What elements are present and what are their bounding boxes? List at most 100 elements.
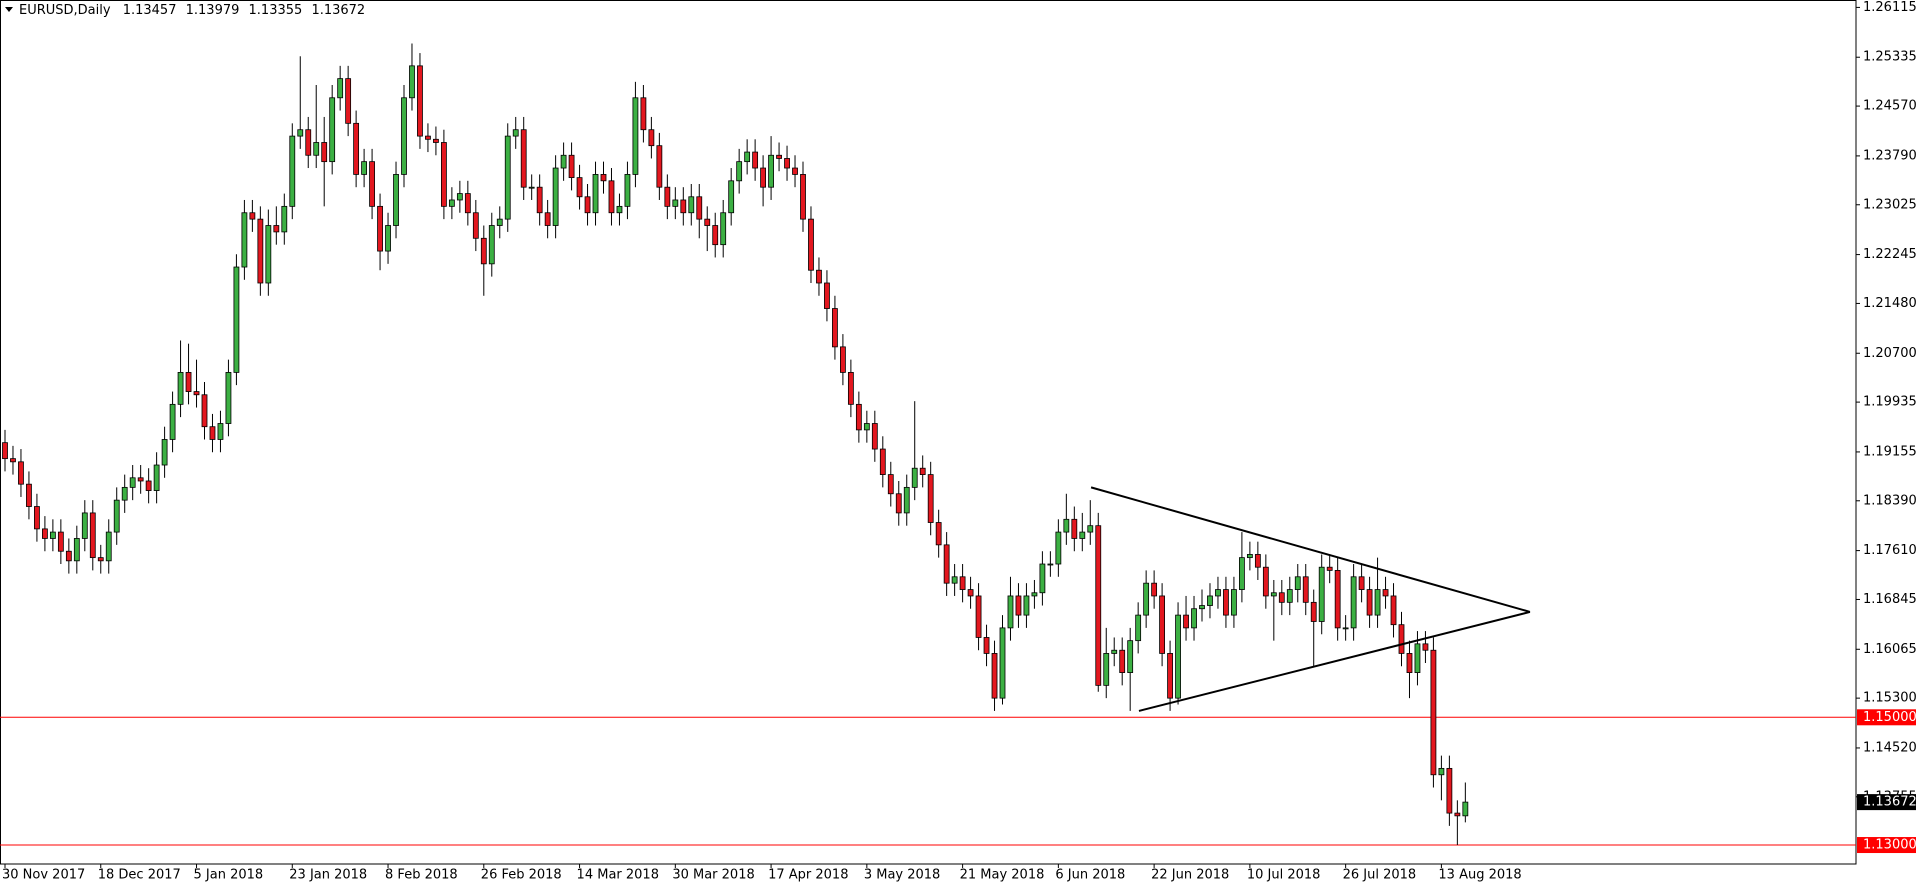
bear-candle xyxy=(991,653,998,699)
bear-candle xyxy=(832,308,838,348)
bull-candle xyxy=(1079,531,1086,539)
y-tick-label: 1.20700 xyxy=(1863,346,1916,361)
bull-candle xyxy=(488,225,495,265)
bull-candle xyxy=(1374,589,1381,616)
bear-candle xyxy=(824,282,830,309)
bear-candle xyxy=(704,218,711,226)
y-tick-label: 1.17610 xyxy=(1863,543,1916,558)
bear-candle xyxy=(273,225,280,233)
bull-candle xyxy=(504,135,511,220)
bear-candle xyxy=(201,394,208,428)
bear-candle xyxy=(680,199,687,214)
bull-candle xyxy=(385,225,391,252)
bear-candle xyxy=(712,225,719,246)
bull-candle xyxy=(1199,605,1205,610)
bear-candle xyxy=(808,218,814,271)
y-tick-label: 1.16065 xyxy=(1863,642,1916,657)
last-price-box xyxy=(1857,794,1916,811)
bull-candle xyxy=(329,97,336,163)
x-tick-label: 5 Jan 2018 xyxy=(194,868,264,883)
bear-candle xyxy=(89,512,96,559)
bull-candle xyxy=(1191,608,1197,629)
bull-candle xyxy=(1135,614,1142,642)
x-tick-label: 21 May 2018 xyxy=(960,868,1045,883)
bull-candle xyxy=(241,212,248,268)
bear-candle xyxy=(584,196,591,214)
bear-candle xyxy=(879,448,886,475)
bull-candle xyxy=(105,531,112,562)
bull-candle xyxy=(496,218,503,226)
bear-candle xyxy=(42,528,48,539)
bear-candle xyxy=(377,205,383,252)
bear-candle xyxy=(193,391,200,396)
bear-candle xyxy=(664,186,671,207)
bull-candle xyxy=(225,372,232,424)
y-tick-label: 1.25335 xyxy=(1863,50,1916,65)
bull-candle xyxy=(624,174,631,207)
bull-candle xyxy=(951,576,958,584)
plot-area xyxy=(0,43,1856,846)
bull-candle xyxy=(1286,589,1293,603)
bear-candle xyxy=(1167,653,1173,699)
bull-candle xyxy=(672,199,679,207)
bear-candle xyxy=(895,493,902,514)
bull-candle xyxy=(1111,649,1118,654)
x-tick-label: 26 Feb 2018 xyxy=(481,868,562,883)
bear-candle xyxy=(2,442,8,460)
symbol: EURUSD,Daily xyxy=(19,3,111,18)
bull-candle xyxy=(1063,518,1070,533)
bull-candle xyxy=(999,627,1006,699)
bull-candle xyxy=(1031,592,1038,597)
bull-candle xyxy=(1438,767,1445,776)
bull-candle xyxy=(1239,557,1245,590)
bear-candle xyxy=(321,142,328,163)
bear-candle xyxy=(975,595,982,638)
x-tick-label: 17 Apr 2018 xyxy=(768,868,848,883)
level-label: 1.13000 xyxy=(1863,838,1916,853)
bear-candle xyxy=(440,142,447,207)
bear-candle xyxy=(305,129,312,156)
bear-candle xyxy=(1334,570,1341,629)
y-tick-label: 1.22245 xyxy=(1863,247,1916,262)
plot-frame xyxy=(0,0,1857,865)
bear-candle xyxy=(752,151,759,169)
x-tick-label: 13 Aug 2018 xyxy=(1438,868,1521,883)
bull-candle xyxy=(616,205,623,214)
bear-candle xyxy=(608,180,615,214)
y-tick-label: 1.18390 xyxy=(1863,493,1916,508)
bear-candle xyxy=(137,477,144,482)
x-tick-label: 18 Dec 2017 xyxy=(98,868,181,883)
bear-candle xyxy=(34,506,40,530)
bull-candle xyxy=(1039,563,1046,594)
bear-candle xyxy=(959,576,966,590)
bull-candle xyxy=(289,135,296,207)
x-tick-label: 3 May 2018 xyxy=(864,868,941,883)
bear-candle xyxy=(1446,767,1453,814)
y-tick-label: 1.24570 xyxy=(1863,99,1916,114)
bull-candle xyxy=(49,531,56,539)
bull-candle xyxy=(169,403,176,440)
bull-candle xyxy=(401,97,407,175)
y-tick-label: 1.16845 xyxy=(1863,592,1916,607)
bear-candle xyxy=(943,544,950,584)
bear-candle xyxy=(1358,576,1365,590)
bear-candle xyxy=(249,212,256,220)
x-tick-label: 23 Jan 2018 xyxy=(289,868,367,883)
bull-candle xyxy=(281,205,288,233)
bear-candle xyxy=(776,154,782,159)
ohlc-value: 1.13672 xyxy=(311,3,365,18)
bear-candle xyxy=(640,97,647,131)
bull-candle xyxy=(1215,589,1221,597)
bull-candle xyxy=(73,538,80,562)
bull-candle xyxy=(265,225,272,284)
bear-candle xyxy=(1015,595,1022,616)
bear-candle xyxy=(1095,525,1102,686)
bear-candle xyxy=(1071,518,1078,539)
level-label-box xyxy=(1857,837,1916,854)
bear-candle xyxy=(967,589,974,597)
bear-candle xyxy=(784,158,790,169)
bull-candle xyxy=(632,97,639,175)
x-tick-label: 30 Nov 2017 xyxy=(2,868,85,883)
